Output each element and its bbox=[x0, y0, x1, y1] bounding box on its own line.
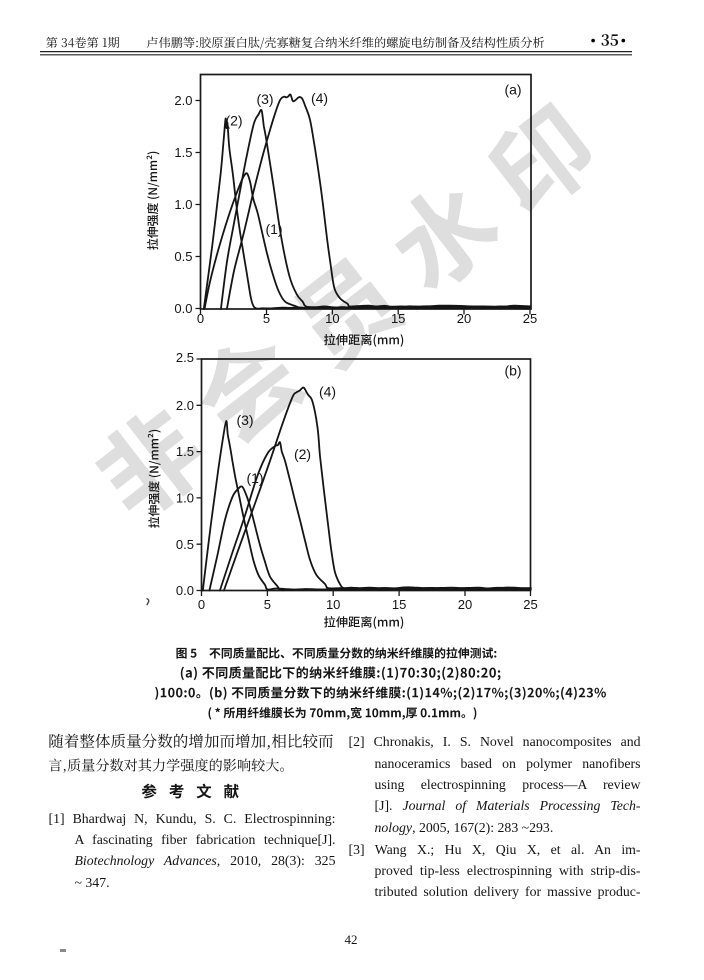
svg-text:5: 5 bbox=[264, 597, 271, 612]
svg-text:15: 15 bbox=[392, 597, 406, 612]
svg-text:(a): (a) bbox=[504, 82, 521, 98]
svg-text:0: 0 bbox=[197, 311, 204, 326]
svg-text:(1): (1) bbox=[265, 221, 282, 237]
svg-text:25: 25 bbox=[523, 597, 537, 612]
svg-text:0: 0 bbox=[198, 597, 205, 612]
svg-text:(4): (4) bbox=[319, 384, 336, 400]
svg-text:2.0: 2.0 bbox=[174, 93, 192, 108]
svg-text:15: 15 bbox=[391, 311, 405, 326]
svg-text:20: 20 bbox=[457, 311, 471, 326]
svg-text:2.5: 2.5 bbox=[176, 350, 194, 365]
svg-text:0.5: 0.5 bbox=[176, 537, 194, 552]
svg-text:(2): (2) bbox=[225, 112, 242, 128]
svg-text:25: 25 bbox=[523, 311, 537, 326]
svg-text:(4): (4) bbox=[311, 90, 328, 106]
svg-text:20: 20 bbox=[458, 597, 472, 612]
svg-text:10: 10 bbox=[326, 597, 340, 612]
svg-text:(3): (3) bbox=[256, 91, 273, 107]
svg-text:0.0: 0.0 bbox=[174, 301, 192, 316]
svg-text:(b): (b) bbox=[504, 363, 521, 379]
svg-text:(3): (3) bbox=[236, 412, 253, 428]
svg-text:0.5: 0.5 bbox=[174, 249, 192, 264]
svg-text:2.0: 2.0 bbox=[176, 398, 194, 413]
svg-text:(2): (2) bbox=[294, 446, 311, 462]
svg-text:1.0: 1.0 bbox=[176, 491, 194, 506]
svg-text:5: 5 bbox=[263, 311, 270, 326]
svg-text:10: 10 bbox=[325, 311, 339, 326]
svg-text:1.0: 1.0 bbox=[174, 197, 192, 212]
svg-text:(1): (1) bbox=[246, 470, 263, 486]
svg-text:0.0: 0.0 bbox=[176, 583, 194, 598]
svg-text:1.5: 1.5 bbox=[176, 444, 194, 459]
svg-text:1.5: 1.5 bbox=[174, 145, 192, 160]
